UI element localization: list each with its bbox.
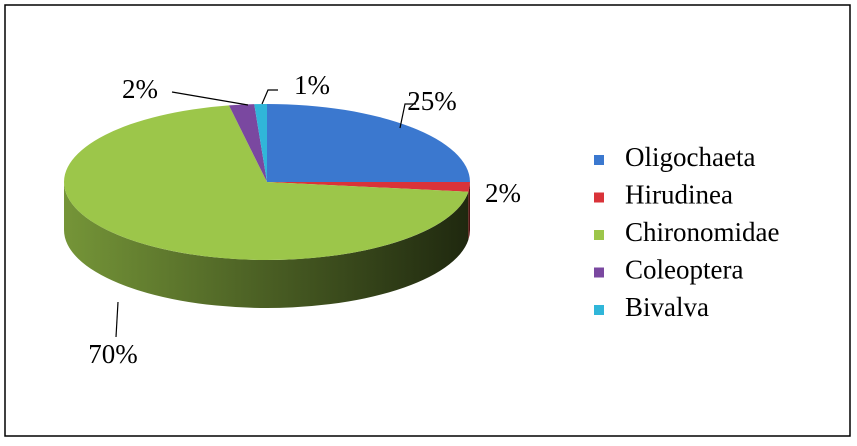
legend-swatch <box>594 155 604 165</box>
slice <box>267 182 470 192</box>
legend-swatch <box>594 305 604 315</box>
leader-line <box>115 301 119 338</box>
leader-line <box>171 91 249 106</box>
slice <box>64 105 469 261</box>
legend-label: Chironomidae <box>625 217 779 247</box>
legend-label: Oligochaeta <box>625 142 755 172</box>
data-label: 70% <box>88 339 138 369</box>
legend-label: Coleoptera <box>625 255 743 285</box>
legend-swatch <box>594 267 604 278</box>
legend-label: Hirudinea <box>625 180 733 210</box>
data-label: 2% <box>122 74 158 104</box>
leader-line <box>261 89 278 105</box>
legend-swatch <box>594 230 604 240</box>
leader-line <box>399 103 416 129</box>
data-label: 2% <box>485 178 521 208</box>
data-label: 1% <box>294 70 330 100</box>
slice <box>254 104 267 182</box>
data-label: 25% <box>407 86 457 116</box>
legend-swatch <box>594 192 604 203</box>
legend-label: Bivalva <box>625 292 709 322</box>
slice-side <box>468 182 470 240</box>
slice-side <box>63 182 469 309</box>
slice <box>267 104 470 182</box>
slice <box>228 104 267 182</box>
